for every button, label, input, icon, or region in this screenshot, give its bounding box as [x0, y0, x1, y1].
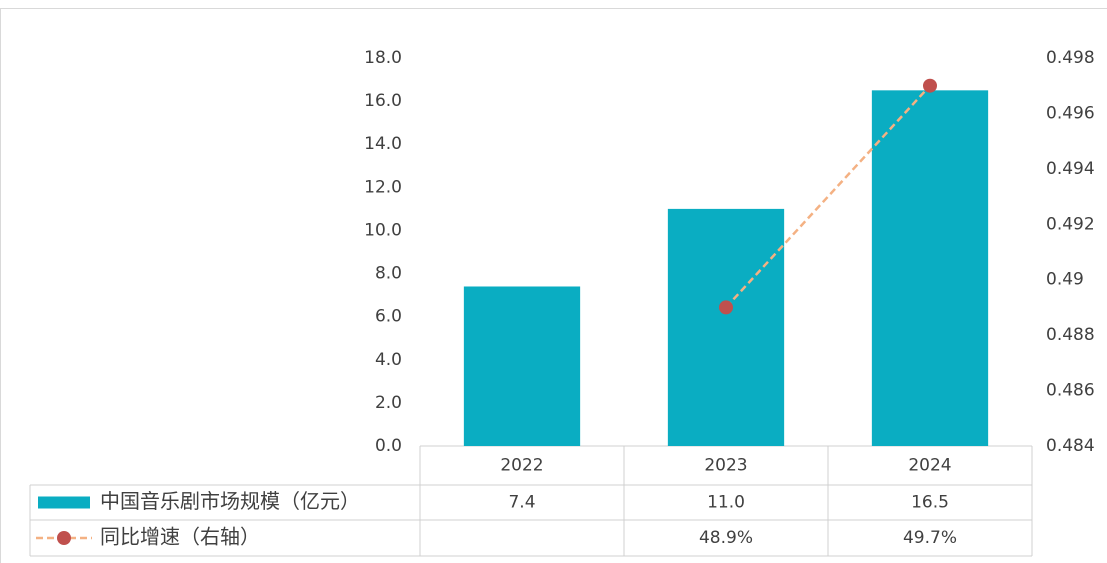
x-tick-label: 2023 — [704, 456, 747, 476]
y-tick-label: 10.0 — [364, 220, 402, 240]
value-label: 48.9% — [699, 528, 753, 548]
y-tick-label: 0.0 — [375, 436, 402, 456]
y2-tick-label: 0.488 — [1046, 325, 1095, 345]
y-tick-label: 8.0 — [375, 264, 402, 284]
line — [725, 84, 931, 309]
x-tick-label: 2024 — [908, 456, 951, 476]
line-marker — [923, 78, 937, 93]
legend-marker — [57, 531, 71, 545]
value-label: 7.4 — [508, 493, 535, 513]
y-tick-label: 4.0 — [375, 350, 402, 370]
value-label: 49.7% — [903, 528, 957, 548]
bar — [871, 90, 989, 446]
y-tick-label: 12.0 — [364, 177, 402, 197]
y2-tick-label: 0.498 — [1046, 48, 1095, 68]
y-tick-label: 2.0 — [375, 393, 402, 413]
value-label: 16.5 — [911, 493, 949, 513]
bar — [667, 208, 785, 446]
value-label: 11.0 — [707, 493, 745, 513]
y2-tick-label: 0.484 — [1046, 436, 1095, 456]
y-tick-label: 6.0 — [375, 307, 402, 327]
x-tick-label: 2022 — [500, 456, 543, 476]
legend-swatch — [38, 496, 90, 509]
y-tick-label: 16.0 — [364, 91, 402, 111]
legend-label: 中国音乐剧市场规模（亿元） — [100, 489, 360, 513]
y-tick-label: 14.0 — [364, 134, 402, 154]
line-marker — [719, 300, 733, 315]
bar — [463, 286, 581, 446]
y2-tick-label: 0.49 — [1046, 270, 1084, 290]
y2-tick-label: 0.496 — [1046, 103, 1095, 123]
y2-tick-label: 0.494 — [1046, 159, 1095, 179]
y-tick-label: 18.0 — [364, 48, 402, 68]
y2-tick-label: 0.492 — [1046, 214, 1095, 234]
legend-label: 同比增速（右轴） — [100, 525, 260, 549]
y2-tick-label: 0.486 — [1046, 381, 1095, 401]
